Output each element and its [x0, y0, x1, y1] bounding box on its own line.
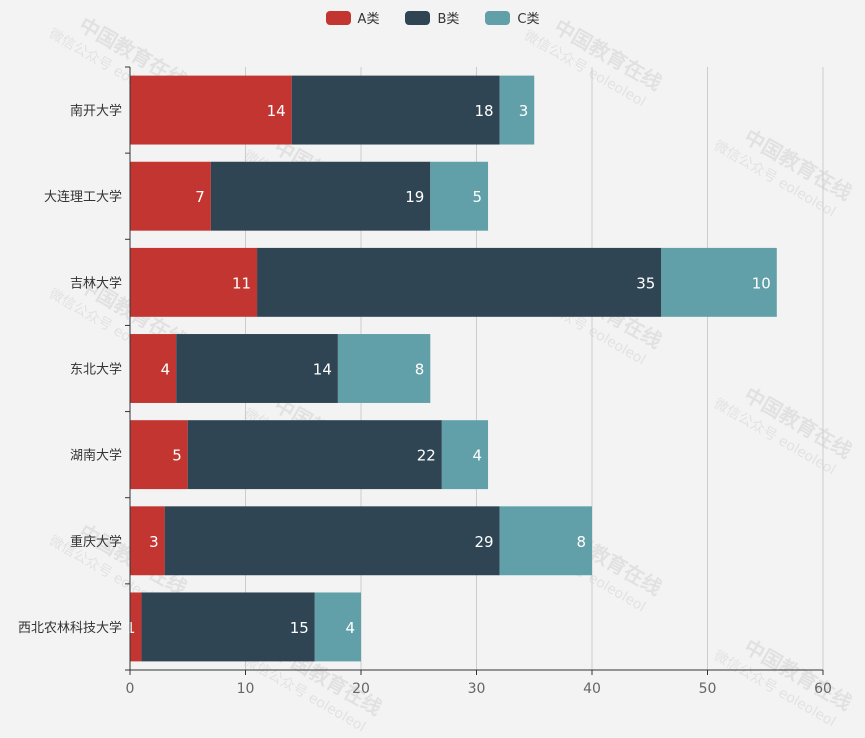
y-tick-label-湖南大学: 湖南大学: [70, 448, 122, 464]
bar-A类-吉林大学: [130, 247, 258, 317]
bar-B类-东北大学: [176, 334, 338, 403]
data-label-C类-重庆大学: 8: [576, 533, 586, 551]
legend-swatch-c: [485, 10, 511, 25]
bar-A类-东北大学: [130, 334, 177, 403]
x-tick-label-0: 0: [126, 681, 135, 697]
data-label-C类-南开大学: 3: [519, 102, 529, 120]
stacked-bar-chart: 14 18 3 7 19 5 11 35 10 4 14 8 5 22 4 3 29 8 1 15 4 南开大学大连理工…: [18, 66, 832, 697]
y-tick-label-重庆大学: 重庆大学: [70, 534, 122, 550]
legend-item-a[interactable]: A类: [325, 8, 380, 27]
bar-B类-湖南大学: [187, 420, 442, 490]
legend-item-b[interactable]: B类: [405, 8, 459, 27]
data-label-B类-西北农林科技大学: 15: [290, 619, 309, 637]
data-label-A类-西北农林科技大学: 1: [126, 619, 136, 637]
legend-swatch-a: [325, 10, 351, 25]
data-label-A类-重庆大学: 3: [149, 533, 159, 551]
data-label-A类-吉林大学: 11: [232, 274, 251, 292]
bar-A类-西北农林科技大学: [130, 592, 142, 662]
data-label-B类-东北大学: 14: [313, 361, 332, 379]
data-label-C类-西北农林科技大学: 4: [345, 619, 355, 637]
bar-A类-重庆大学: [130, 506, 165, 576]
bar-C类-湖南大学: [441, 420, 489, 490]
data-label-C类-吉林大学: 10: [752, 274, 771, 292]
bar-C类-吉林大学: [661, 247, 777, 317]
bar-B类-吉林大学: [257, 247, 662, 317]
data-label-A类-南开大学: 14: [267, 102, 286, 120]
legend-item-c[interactable]: C类: [485, 8, 539, 27]
y-tick-label-西北农林科技大学: 西北农林科技大学: [18, 620, 122, 636]
bars: [130, 75, 777, 662]
legend-label-b: B类: [437, 12, 460, 27]
x-tick-label-10: 10: [237, 681, 255, 697]
x-tick-label-40: 40: [583, 681, 601, 697]
data-label-B类-大连理工大学: 19: [405, 188, 424, 206]
data-label-A类-东北大学: 4: [161, 361, 171, 379]
x-tick-label-60: 60: [814, 681, 832, 697]
data-label-B类-重庆大学: 29: [475, 533, 494, 551]
data-label-B类-湖南大学: 22: [417, 447, 436, 465]
data-label-C类-大连理工大学: 5: [473, 188, 483, 206]
x-tick-label-50: 50: [699, 681, 717, 697]
legend-label-c: C类: [517, 12, 540, 27]
data-label-A类-湖南大学: 5: [172, 447, 182, 465]
bar-C类-西北农林科技大学: [314, 592, 361, 662]
bar-C类-南开大学: [499, 75, 535, 145]
bar-B类-重庆大学: [164, 506, 500, 576]
data-label-B类-吉林大学: 35: [636, 274, 655, 292]
y-tick-label-东北大学: 东北大学: [70, 362, 122, 378]
data-label-C类-湖南大学: 4: [473, 447, 483, 465]
data-label-C类-东北大学: 8: [415, 361, 425, 379]
y-tick-label-南开大学: 南开大学: [70, 103, 122, 119]
legend-swatch-b: [405, 10, 431, 25]
bar-A类-大连理工大学: [130, 161, 211, 231]
x-tick-label-20: 20: [352, 681, 370, 697]
bar-B类-大连理工大学: [210, 161, 431, 231]
bar-A类-南开大学: [130, 75, 292, 145]
legend-label-a: A类: [357, 12, 380, 27]
bar-C类-东北大学: [337, 334, 431, 403]
y-tick-label-吉林大学: 吉林大学: [70, 275, 122, 291]
x-tick-label-30: 30: [468, 681, 486, 697]
bar-B类-西北农林科技大学: [141, 592, 315, 662]
data-label-B类-南开大学: 18: [475, 102, 494, 120]
bar-B类-南开大学: [291, 75, 500, 145]
legend: A类 B类 C类: [0, 8, 865, 27]
data-label-A类-大连理工大学: 7: [195, 188, 205, 206]
bar-C类-重庆大学: [499, 506, 592, 576]
data-labels: 14 18 3 7 19 5 11 35 10 4 14 8 5 22 4 3 29 8 1 15 4: [126, 102, 771, 637]
bar-C类-大连理工大学: [430, 161, 489, 231]
y-tick-label-大连理工大学: 大连理工大学: [44, 189, 122, 205]
bar-A类-湖南大学: [130, 420, 188, 490]
